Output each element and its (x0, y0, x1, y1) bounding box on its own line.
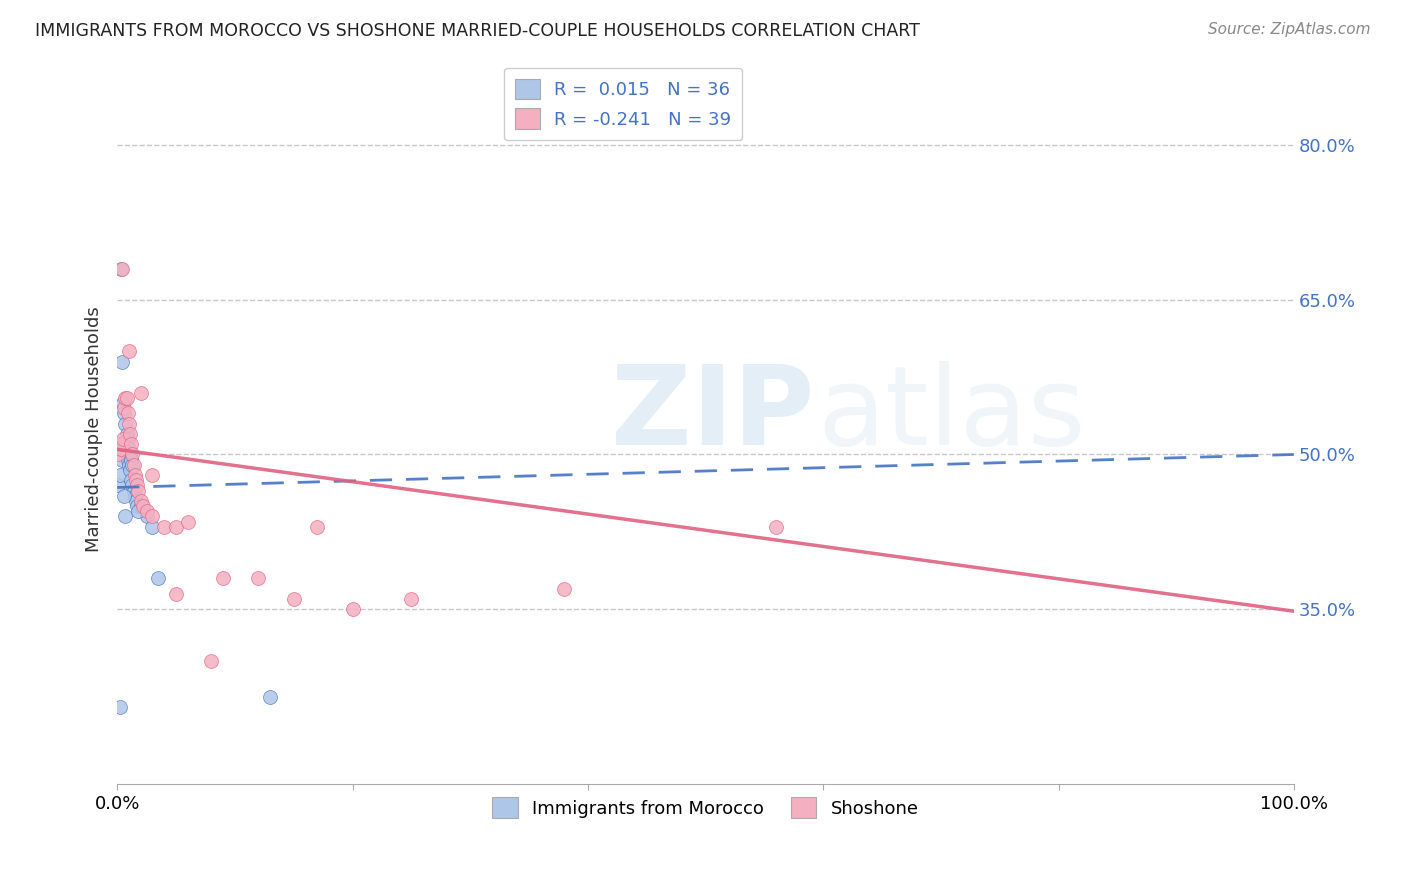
Point (117, 452, 139, 467)
Point (165, 519, 187, 533)
Point (165, 587, 187, 601)
Point (112, 401, 135, 415)
Point (401, 591, 423, 606)
Point (114, 442, 136, 457)
Point (118, 344, 141, 359)
Point (127, 499, 149, 513)
Point (283, 591, 305, 606)
Point (121, 478, 143, 492)
Point (114, 509, 136, 524)
Point (125, 494, 148, 508)
Point (111, 437, 134, 451)
Point (127, 483, 149, 498)
Point (111, 261, 134, 276)
Point (122, 483, 145, 498)
Point (115, 426, 138, 441)
Point (127, 478, 149, 492)
Y-axis label: Married-couple Households: Married-couple Households (86, 306, 103, 551)
Text: atlas: atlas (817, 361, 1085, 468)
Point (108, 700, 131, 714)
Point (117, 406, 139, 420)
Point (120, 437, 142, 451)
Point (342, 602, 364, 616)
Point (120, 463, 142, 477)
Point (120, 448, 142, 462)
Point (129, 499, 152, 513)
Point (177, 515, 200, 529)
Point (124, 468, 146, 483)
Legend: Immigrants from Morocco, Shoshone: Immigrants from Morocco, Shoshone (485, 790, 927, 825)
Point (141, 468, 163, 483)
Text: IMMIGRANTS FROM MOROCCO VS SHOSHONE MARRIED-COUPLE HOUSEHOLDS CORRELATION CHART: IMMIGRANTS FROM MOROCCO VS SHOSHONE MARR… (35, 22, 920, 40)
Point (120, 452, 142, 467)
Point (110, 442, 132, 457)
Point (107, 448, 129, 462)
Text: ZIP: ZIP (612, 361, 814, 468)
Point (112, 437, 135, 451)
Point (122, 458, 145, 472)
Point (259, 690, 281, 704)
Point (124, 489, 146, 503)
Point (117, 432, 139, 446)
Point (141, 509, 163, 524)
Point (110, 261, 132, 276)
Point (118, 458, 141, 472)
Point (120, 426, 142, 441)
Point (135, 504, 157, 518)
Point (114, 391, 136, 405)
Point (118, 442, 141, 457)
Point (121, 458, 143, 472)
Point (141, 519, 163, 533)
Point (212, 571, 235, 585)
Point (120, 473, 142, 487)
Point (200, 654, 222, 668)
Point (107, 478, 129, 492)
Point (118, 417, 141, 431)
Point (112, 489, 135, 503)
Point (307, 519, 329, 533)
Point (247, 571, 270, 585)
Point (112, 432, 135, 446)
Point (153, 519, 176, 533)
Text: Source: ZipAtlas.com: Source: ZipAtlas.com (1208, 22, 1371, 37)
Point (111, 452, 134, 467)
Point (114, 417, 136, 431)
Point (127, 504, 149, 518)
Point (148, 571, 170, 585)
Point (125, 473, 148, 487)
Point (111, 354, 134, 368)
Point (132, 499, 155, 513)
Point (112, 406, 135, 420)
Point (112, 396, 135, 410)
Point (129, 385, 152, 400)
Point (115, 448, 138, 462)
Point (108, 437, 131, 451)
Point (553, 582, 575, 596)
Point (121, 448, 143, 462)
Point (765, 519, 787, 533)
Point (115, 391, 138, 405)
Point (135, 509, 157, 524)
Point (108, 468, 131, 483)
Point (112, 437, 135, 451)
Point (129, 494, 152, 508)
